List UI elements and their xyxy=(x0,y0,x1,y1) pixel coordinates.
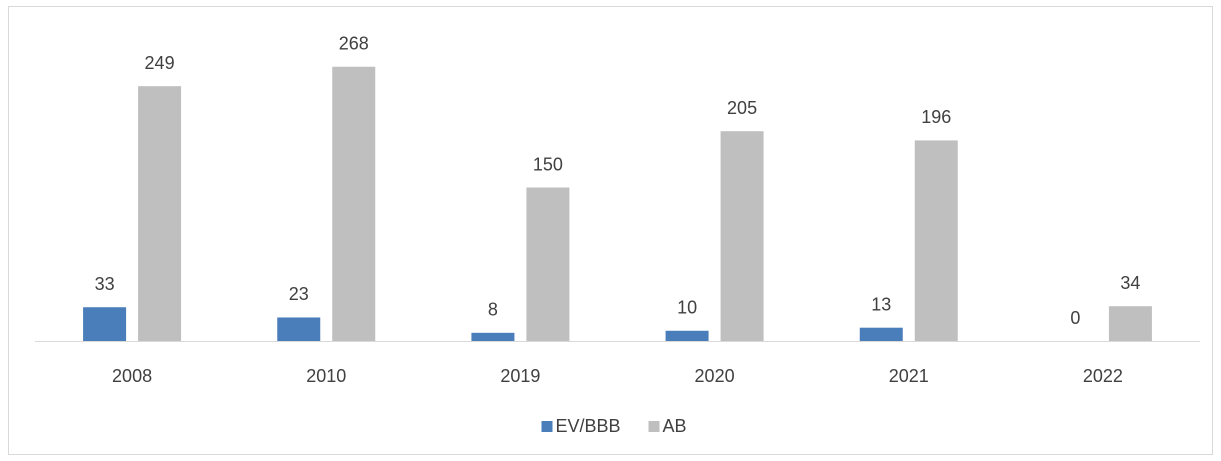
bar xyxy=(914,140,958,341)
bar xyxy=(83,307,127,341)
bar xyxy=(332,66,376,341)
bar xyxy=(526,187,570,341)
x-tick-label: 2019 xyxy=(500,366,540,386)
chart-border xyxy=(8,6,1213,455)
bar xyxy=(471,332,515,341)
bar xyxy=(277,317,321,341)
x-tick-label: 2022 xyxy=(1083,366,1123,386)
data-label: 150 xyxy=(533,154,563,174)
data-label: 196 xyxy=(921,107,951,127)
legend-swatch xyxy=(541,421,553,432)
bar xyxy=(138,86,182,341)
bar xyxy=(1108,306,1152,341)
x-tick-label: 2010 xyxy=(306,366,346,386)
x-tick-label: 2020 xyxy=(695,366,735,386)
data-label: 8 xyxy=(488,300,498,320)
x-tick-label: 2021 xyxy=(889,366,929,386)
data-label: 23 xyxy=(289,284,309,304)
legend-label: AB xyxy=(663,416,687,436)
data-label: 33 xyxy=(95,274,115,294)
legend-label: EV/BBB xyxy=(556,416,621,436)
data-label: 249 xyxy=(145,53,175,73)
data-label: 10 xyxy=(677,298,697,318)
data-label: 13 xyxy=(871,294,891,314)
legend-swatch xyxy=(648,421,660,432)
data-label: 268 xyxy=(339,33,369,53)
data-label: 0 xyxy=(1070,308,1080,328)
bar xyxy=(720,131,764,341)
x-tick-label: 2008 xyxy=(112,366,152,386)
data-label: 34 xyxy=(1120,273,1140,293)
bar xyxy=(665,330,709,341)
bar xyxy=(859,327,903,341)
data-label: 205 xyxy=(727,98,757,118)
